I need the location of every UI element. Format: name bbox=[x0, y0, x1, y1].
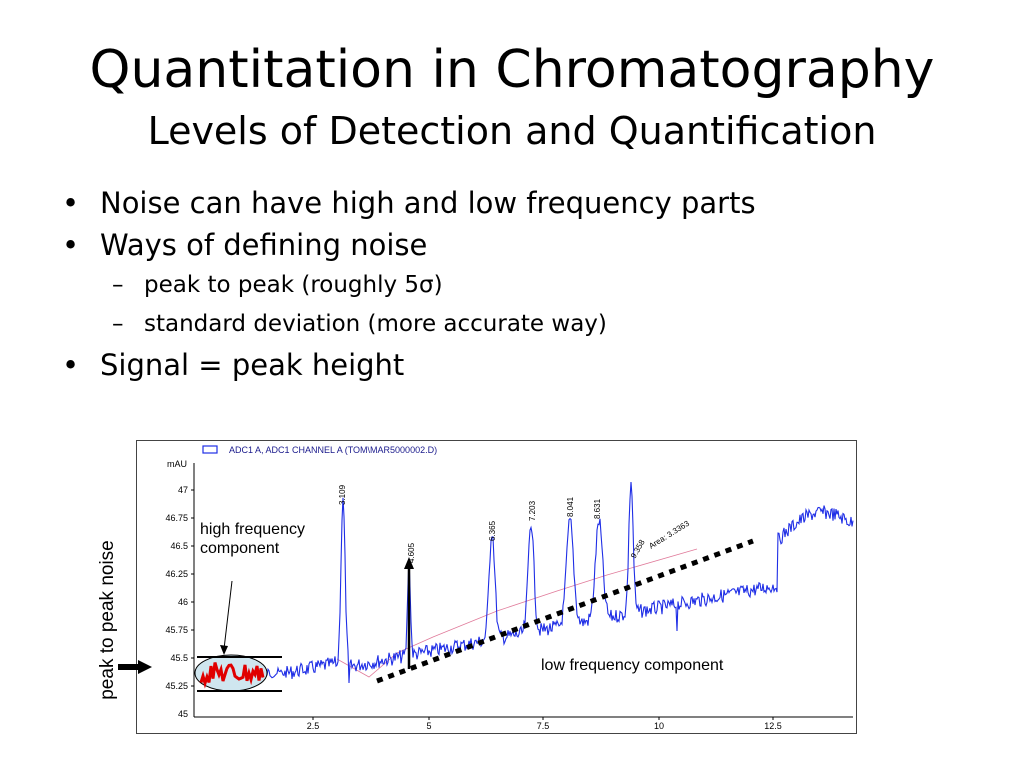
right-arrow-icon bbox=[118, 660, 152, 674]
hf-line-2: component bbox=[200, 540, 280, 557]
hf-pointer-line bbox=[223, 580, 233, 650]
x-tick-label: 10 bbox=[654, 721, 664, 731]
bullet-text: Signal = peak height bbox=[100, 348, 405, 382]
dash-marker: – bbox=[112, 272, 124, 298]
x-tick-label: 5 bbox=[426, 721, 431, 731]
low-frequency-label: low frequency component bbox=[541, 657, 724, 674]
peak-label: 9.358 bbox=[629, 538, 647, 560]
bullet-text: Noise can have high and low frequency pa… bbox=[100, 186, 756, 220]
slide-title: Quantitation in Chromatography bbox=[89, 40, 935, 100]
bullet-text: Ways of defining noise bbox=[100, 228, 428, 262]
peak-label: 6.365 bbox=[488, 520, 497, 541]
chromatogram-trace bbox=[196, 481, 854, 684]
peak-label: 8.631 bbox=[593, 498, 602, 519]
peak-annotation: Area: 3.3363 bbox=[647, 518, 691, 550]
legend-swatch bbox=[202, 445, 218, 454]
chromatogram-panel: ADC1 A, ADC1 CHANNEL A (TOM\MAR5000002.D… bbox=[136, 440, 857, 734]
y-tick-label: 45.75 bbox=[165, 625, 188, 635]
y-tick-label: 45 bbox=[178, 709, 188, 719]
hf-line-1: high frequency bbox=[200, 521, 305, 538]
peak-to-peak-label: peak to peak noise bbox=[97, 540, 118, 700]
x-tick-label: 12.5 bbox=[764, 721, 782, 731]
y-tick-label: 46.25 bbox=[165, 569, 188, 579]
y-tick-label: 47 bbox=[178, 485, 188, 495]
legend-text: ADC1 A, ADC1 CHANNEL A (TOM\MAR5000002.D… bbox=[229, 445, 437, 455]
y-tick-label: 46.75 bbox=[165, 513, 188, 523]
signal-arrowhead bbox=[404, 557, 414, 569]
y-axis-unit: mAU bbox=[167, 459, 187, 469]
slide-subtitle: Levels of Detection and Quantification bbox=[147, 109, 877, 153]
x-axis-ticks: 2.5 5 7.5 10 12.5 bbox=[307, 717, 782, 731]
y-axis-ticks: 47 46.75 46.5 46.25 46 45.75 45.5 45.25 … bbox=[165, 485, 194, 719]
high-frequency-noise bbox=[199, 662, 265, 689]
high-frequency-label: high frequency component bbox=[200, 520, 305, 558]
peak-label: 3.109 bbox=[338, 484, 347, 505]
peak-label: 7.203 bbox=[528, 500, 537, 521]
bullet-item: Signal = peak height bbox=[62, 344, 756, 386]
hf-pointer-arrowhead bbox=[220, 645, 228, 655]
sub-bullet-text: standard deviation (more accurate way) bbox=[144, 311, 607, 337]
bullet-item: Noise can have high and low frequency pa… bbox=[62, 182, 756, 224]
sub-bullet-item: – standard deviation (more accurate way) bbox=[62, 305, 756, 344]
integration-baseline bbox=[336, 548, 698, 678]
x-tick-label: 2.5 bbox=[307, 721, 320, 731]
y-tick-label: 45.5 bbox=[170, 653, 188, 663]
x-tick-label: 7.5 bbox=[537, 721, 550, 731]
chromatogram-svg: ADC1 A, ADC1 CHANNEL A (TOM\MAR5000002.D… bbox=[165, 445, 854, 731]
bullet-list: Noise can have high and low frequency pa… bbox=[62, 182, 756, 386]
dash-marker: – bbox=[112, 311, 124, 337]
y-tick-label: 46.5 bbox=[170, 541, 188, 551]
bullet-item: Ways of defining noise bbox=[62, 224, 756, 266]
y-tick-label: 46 bbox=[178, 597, 188, 607]
sub-bullet-text: peak to peak (roughly 5σ) bbox=[144, 272, 443, 298]
y-tick-label: 45.25 bbox=[165, 681, 188, 691]
sub-bullet-item: – peak to peak (roughly 5σ) bbox=[62, 266, 756, 305]
peak-label: 4.605 bbox=[407, 542, 416, 563]
peak-label: 8.041 bbox=[566, 496, 575, 517]
